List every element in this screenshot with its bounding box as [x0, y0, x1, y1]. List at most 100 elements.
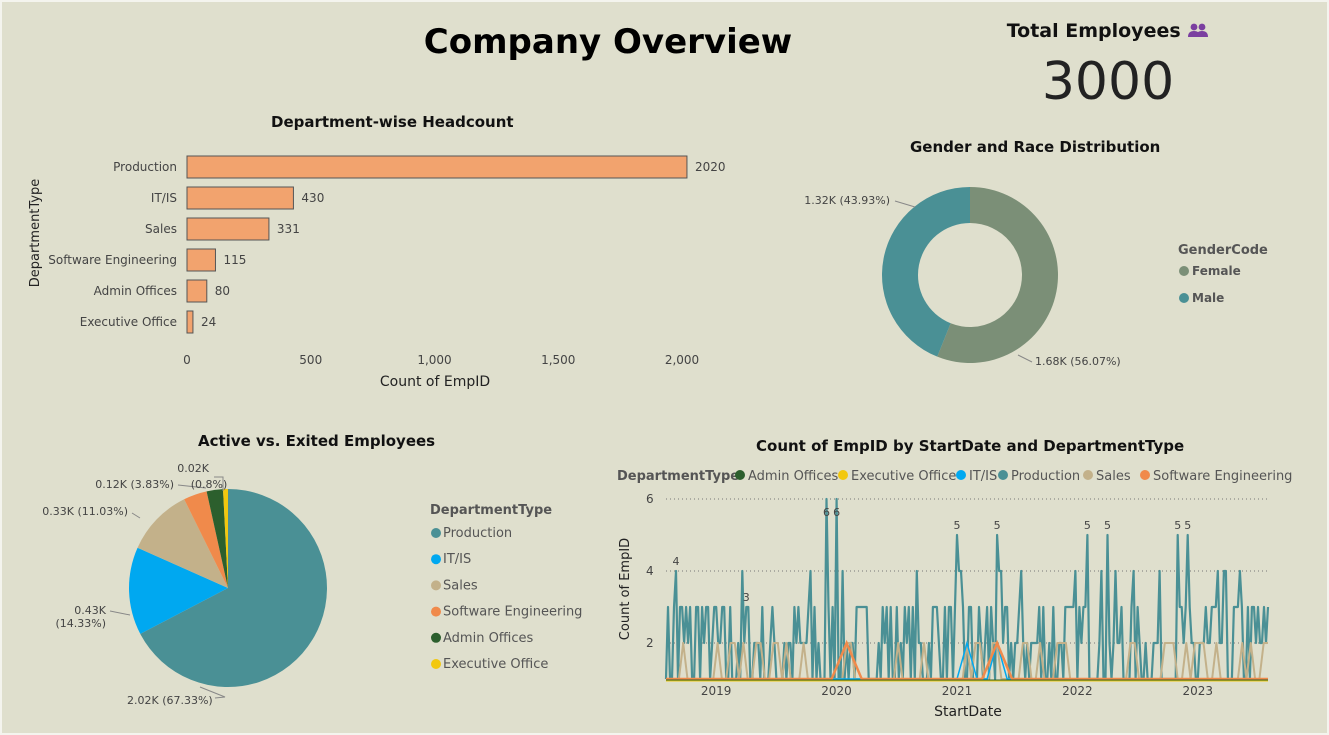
line-data-label: 5	[1104, 519, 1111, 532]
donut-data-label: 1.32K (43.93%)	[804, 194, 890, 207]
pie-data-label: (0.8%)	[191, 478, 228, 491]
x-tick-label: 2,000	[665, 353, 699, 367]
bar-category-label: Executive Office	[80, 315, 177, 329]
line-data-label: 6	[833, 506, 840, 519]
pie-leader-line	[177, 484, 207, 489]
line-data-label: 3	[743, 591, 750, 604]
startdate-line-chart: DepartmentType Admin Offices Executive Off…	[617, 469, 1292, 720]
x-axis-title: Count of EmpID	[380, 374, 490, 390]
line-data-label: 5	[953, 519, 960, 532]
bar	[186, 248, 216, 272]
x-axis-title: StartDate	[934, 704, 1002, 720]
bar-value-label: 430	[301, 191, 324, 205]
x-tick-label: 2023	[1182, 684, 1213, 698]
pie-data-label: 2.02K (67.33%)	[127, 694, 213, 707]
pie-legend-item: Software Engineering	[443, 605, 582, 620]
line-data-label: 5	[1184, 519, 1191, 532]
y-axis-title: Count of EmpID	[618, 538, 633, 640]
line-legend-item: IT/IS	[969, 469, 997, 484]
bar-category-label: Software Engineering	[48, 253, 177, 267]
legend-marker	[431, 528, 441, 538]
pie-slice	[137, 499, 228, 588]
line-data-label: 5	[1174, 519, 1181, 532]
bar-value-label: 80	[215, 284, 230, 298]
bar	[186, 217, 270, 241]
x-tick-label: 2020	[821, 684, 852, 698]
pie-slice	[206, 489, 228, 588]
y-axis-title: DepartmentType	[28, 179, 43, 288]
x-tick-label: 2019	[701, 684, 732, 698]
legend-marker	[1179, 293, 1189, 303]
legend-marker	[431, 554, 441, 565]
pie-legend-title: DepartmentType	[430, 503, 552, 518]
kpi-value: 3000	[1041, 52, 1175, 112]
page-title: Company Overview	[423, 22, 793, 62]
pie-legend-item: Executive Office	[443, 657, 548, 672]
x-tick-label: 0	[183, 353, 191, 367]
people-icon	[1188, 23, 1209, 37]
pie-leader-line	[131, 512, 141, 519]
gender-distribution-donut-chart: 1.68K (56.07%) 1.32K (43.93%) GenderCode Fe…	[804, 187, 1268, 368]
pie-leader-line	[214, 476, 224, 491]
pie-data-label: (14.33%)	[55, 617, 106, 630]
legend-marker	[431, 580, 441, 591]
legend-marker	[431, 606, 441, 617]
pie-legend-item: Production	[443, 526, 512, 541]
donut-legend-item: Female	[1192, 264, 1241, 278]
pie-legend-item: Admin Offices	[443, 631, 534, 646]
pie-chart-title: Active vs. Exited Employees	[198, 432, 436, 450]
bar	[186, 155, 688, 179]
donut-legend-title: GenderCode	[1178, 243, 1268, 258]
y-tick-label: 2	[646, 636, 654, 650]
kpi-card-label: Total Employees	[1000, 20, 1216, 42]
line-legend-item: Software Engineering	[1153, 469, 1292, 484]
donut-slice	[882, 187, 970, 357]
donut-data-label: 1.68K (56.07%)	[1035, 355, 1121, 368]
pie-leader-line	[199, 686, 226, 699]
pie-data-label: 0.02K	[177, 462, 209, 475]
donut-slice	[937, 187, 1058, 363]
department-headcount-bar-chart: Production 2020 IT/IS 430 Sales 331 Software E…	[28, 155, 726, 390]
active-exited-pie-chart: 2.02K (67.33%) 0.43K(14.33%) 0.33K (11.03%…	[42, 462, 582, 707]
bar-value-label: 331	[277, 222, 300, 236]
pie-legend-item: Sales	[443, 578, 478, 593]
x-tick-label: 1,000	[417, 353, 451, 367]
line-chart-title: Count of EmpID by StartDate and Departme…	[756, 437, 1185, 455]
bar	[186, 279, 208, 303]
pie-slice	[129, 547, 228, 634]
pie-slice	[184, 491, 228, 588]
legend-marker	[1083, 470, 1093, 480]
line-data-label: 6	[823, 506, 830, 519]
pie-slice	[140, 489, 327, 687]
line-legend-item: Executive Office	[851, 469, 956, 484]
legend-marker	[1179, 266, 1189, 276]
pie-data-label: 0.12K (3.83%)	[95, 478, 174, 491]
pie-slice	[223, 489, 228, 588]
bar-value-label: 115	[223, 253, 246, 267]
bar-category-label: Production	[113, 160, 177, 174]
line-data-label: 5	[1084, 519, 1091, 532]
line-legend-item: Sales	[1096, 469, 1131, 484]
x-tick-label: 1,500	[541, 353, 575, 367]
donut-chart-title: Gender and Race Distribution	[910, 138, 1161, 156]
line-data-label: 4	[673, 555, 680, 568]
donut-leader-line	[894, 200, 916, 208]
bar	[186, 310, 194, 334]
legend-marker	[998, 470, 1008, 480]
line-legend-item: Admin Offices	[748, 469, 839, 484]
y-tick-label: 4	[646, 564, 654, 578]
x-tick-label: 2022	[1062, 684, 1093, 698]
bar-category-label: IT/IS	[151, 191, 177, 205]
bar-chart-title: Department-wise Headcount	[271, 113, 514, 131]
bar-value-label: 24	[201, 315, 216, 329]
software-engineering-series-line	[666, 639, 1268, 681]
x-tick-label: 500	[299, 353, 322, 367]
bar-value-label: 2020	[695, 160, 726, 174]
donut-legend-item: Male	[1192, 291, 1224, 305]
legend-marker	[431, 632, 441, 643]
pie-data-label: 0.43K	[74, 604, 106, 617]
kpi-label-text: Total Employees	[1006, 20, 1181, 42]
legend-marker	[1140, 470, 1150, 480]
line-data-label: 5	[994, 519, 1001, 532]
